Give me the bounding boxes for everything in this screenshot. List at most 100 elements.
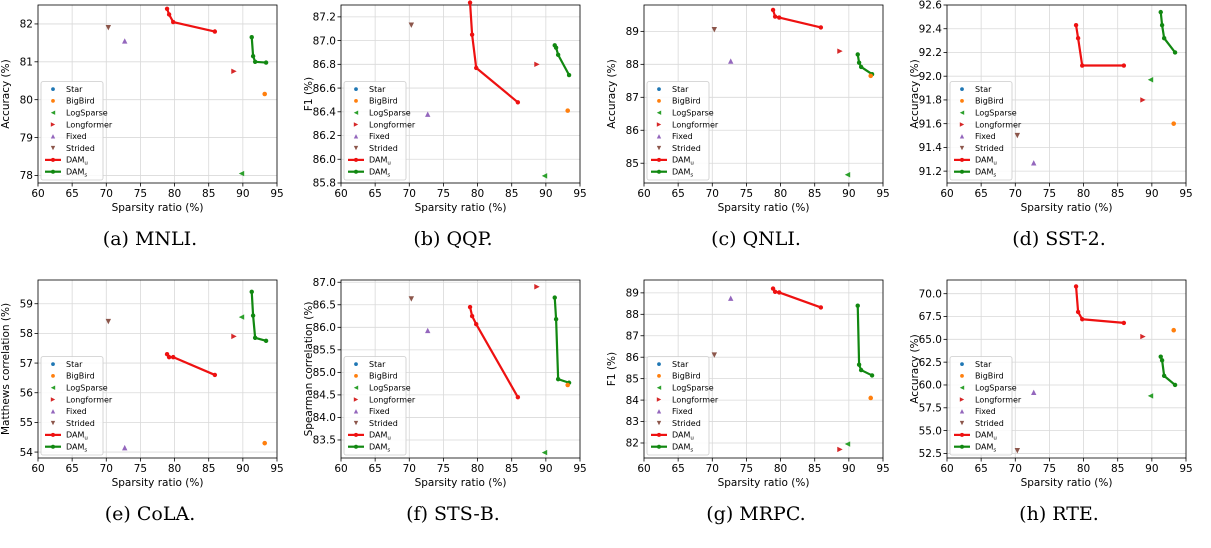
legend: Star BigBird LogSparse Longformer Fixed Strid… xyxy=(343,356,416,456)
y-tick-label: 87 xyxy=(626,92,639,104)
series-point-DAM_s xyxy=(1158,354,1163,359)
y-tick-label: 88 xyxy=(626,59,639,71)
series-point-DAM_s xyxy=(855,303,860,308)
data-point-Strided xyxy=(711,27,718,33)
legend-label: BigBird xyxy=(66,372,95,381)
legend-label: DAMu xyxy=(66,431,88,442)
legend-marker xyxy=(959,385,965,390)
series-point-DAM_s xyxy=(555,376,561,382)
legend-label: Star xyxy=(66,85,83,94)
series-point-DAM_u xyxy=(770,7,776,13)
data-point-Fixed xyxy=(1031,160,1037,166)
legend-marker xyxy=(657,362,661,366)
chart-panel: 60 65 70 75 80 85 90 95 91.2 91.4 91.6 91.8 92.0 92.2… xyxy=(909,0,1209,270)
series-point-DAM_s xyxy=(1158,9,1163,15)
x-tick-label: 75 xyxy=(134,188,147,200)
chart-svg: 60 65 70 75 80 85 90 95 83.5 84.0 84.5 85.0 85.5 86.0… xyxy=(303,277,587,489)
legend-entry: DAMs xyxy=(45,443,87,454)
chart-svg: 60 65 70 75 80 85 90 95 82 83 84 85 86 87 88 89 Sparsity… xyxy=(606,279,890,489)
series-point-DAM_u xyxy=(1080,63,1085,68)
legend-label-subscript: s xyxy=(387,173,390,179)
legend-label: Fixed xyxy=(672,132,693,141)
legend-entry: Longformer xyxy=(353,120,416,129)
series-point-DAM_u xyxy=(467,304,473,310)
legend-entry: Fixed xyxy=(50,132,87,141)
data-point-Fixed xyxy=(1031,389,1037,395)
legend-marker xyxy=(656,409,662,414)
legend-line-marker xyxy=(354,169,358,174)
legend-marker xyxy=(354,87,358,91)
legend-marker xyxy=(656,397,662,402)
legend-entry: Longformer xyxy=(656,120,719,129)
y-tick-label: 92.0 xyxy=(919,71,942,83)
legend-line-marker xyxy=(51,169,55,174)
series-line-DAM_s xyxy=(1159,12,1176,54)
series-line-DAM_u xyxy=(468,306,519,398)
legend: Star BigBird LogSparse Longformer Fixed Strid… xyxy=(949,81,1022,181)
series-point-DAM_s xyxy=(1172,50,1178,55)
y-tick-label: 86.6 xyxy=(313,83,337,95)
data-point-Longformer xyxy=(1140,333,1146,340)
y-tick-label: 86 xyxy=(626,125,640,137)
legend-box xyxy=(343,81,407,181)
series-point-DAM_u xyxy=(1080,317,1085,322)
legend: Star BigBird LogSparse Longformer Fixed Strid… xyxy=(40,81,113,181)
legend-marker xyxy=(657,87,661,91)
y-tick-label: 85.5 xyxy=(313,345,336,357)
legend-label-subscript: s xyxy=(84,448,87,454)
legend-entry: LogSparse xyxy=(656,384,714,393)
series-point-DAM_u xyxy=(166,354,172,360)
legend-entry: Longformer xyxy=(959,120,1022,129)
x-tick-label: 70 xyxy=(100,188,113,200)
legend-label: Strided xyxy=(66,419,95,428)
x-tick-label: 75 xyxy=(740,188,753,200)
x-tick-label: 60 xyxy=(940,463,953,475)
data-point-BigBird xyxy=(262,440,268,446)
legend-label: BigBird xyxy=(672,97,701,106)
legend-entry: DAMu xyxy=(651,431,694,442)
y-tick-label: 62.5 xyxy=(919,357,942,369)
x-tick-label: 70 xyxy=(706,188,719,200)
x-tick-label: 95 xyxy=(573,188,586,200)
axes-frame xyxy=(643,4,884,184)
legend-marker xyxy=(656,420,662,426)
series-point-DAM_u xyxy=(515,100,521,105)
legend-label-subscript: s xyxy=(387,448,390,454)
legend-label: Longformer xyxy=(369,395,416,404)
data-point-BigBird xyxy=(1171,327,1177,333)
legend-line-marker xyxy=(657,157,661,162)
x-tick-label: 85 xyxy=(505,463,518,475)
data-point-BigBird xyxy=(1171,121,1177,126)
data-point-Longformer xyxy=(231,333,237,340)
x-tick-label: 80 xyxy=(774,188,787,200)
legend-marker xyxy=(656,145,662,151)
y-tick-label: 80 xyxy=(20,94,33,106)
series-line-DAM_u xyxy=(468,2,519,104)
y-tick-label: 59 xyxy=(20,298,33,310)
legend-marker xyxy=(959,110,965,115)
series-point-DAM_s xyxy=(263,60,269,65)
legend-label: DAMs xyxy=(672,168,693,179)
legend-entry: DAMu xyxy=(348,156,391,167)
legend-label-subscript: u xyxy=(387,436,391,442)
x-tick-label: 85 xyxy=(202,188,215,200)
x-tick-label: 65 xyxy=(368,463,381,475)
legend-label: Longformer xyxy=(66,120,113,129)
legend-marker xyxy=(353,110,359,115)
x-tick-label: 70 xyxy=(1009,188,1022,200)
legend-entry: DAMs xyxy=(651,168,693,179)
legend-marker xyxy=(50,397,56,402)
legend-marker xyxy=(657,99,661,103)
data-point-Strided xyxy=(408,296,415,302)
x-tick-label: 70 xyxy=(100,463,113,475)
legend-marker xyxy=(353,397,359,402)
data-point-LogSparse xyxy=(1147,77,1154,83)
legend-entry: Strided xyxy=(353,419,398,428)
series-point-DAM_u xyxy=(772,14,778,19)
figure-caption: (a) MNLI. xyxy=(102,228,198,250)
x-tick-label: 90 xyxy=(539,463,552,475)
series-point-DAM_s xyxy=(1172,382,1178,388)
legend-entry: LogSparse xyxy=(959,384,1017,393)
series-point-DAM_u xyxy=(1075,309,1081,315)
series-point-DAM_s xyxy=(263,338,269,344)
